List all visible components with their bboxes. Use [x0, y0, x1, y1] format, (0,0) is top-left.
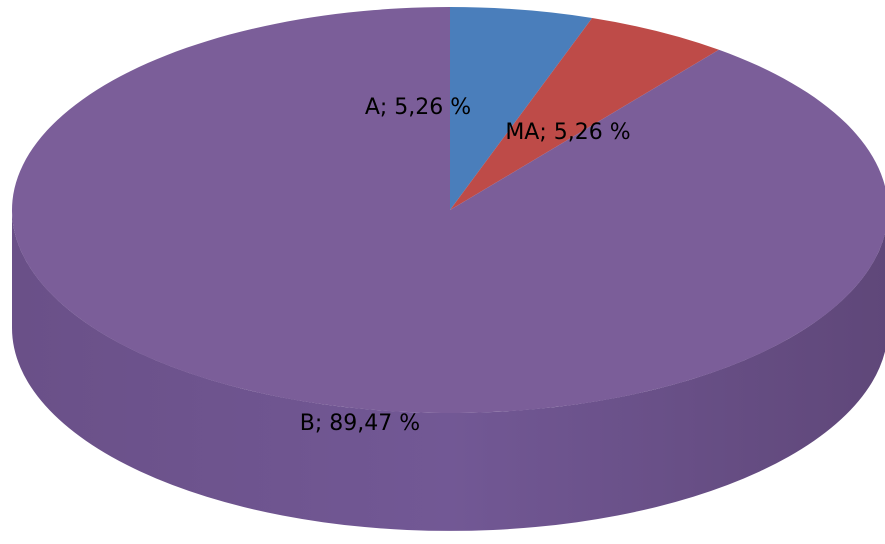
data-label: MA; 5,26 % [505, 120, 630, 145]
pie-side [12, 210, 885, 531]
pie-slice [450, 7, 593, 210]
data-label: B; 89,47 % [300, 411, 420, 436]
pie-slice [450, 17, 719, 210]
pie-slice [12, 7, 885, 413]
data-label: A; 5,26 % [365, 95, 471, 120]
